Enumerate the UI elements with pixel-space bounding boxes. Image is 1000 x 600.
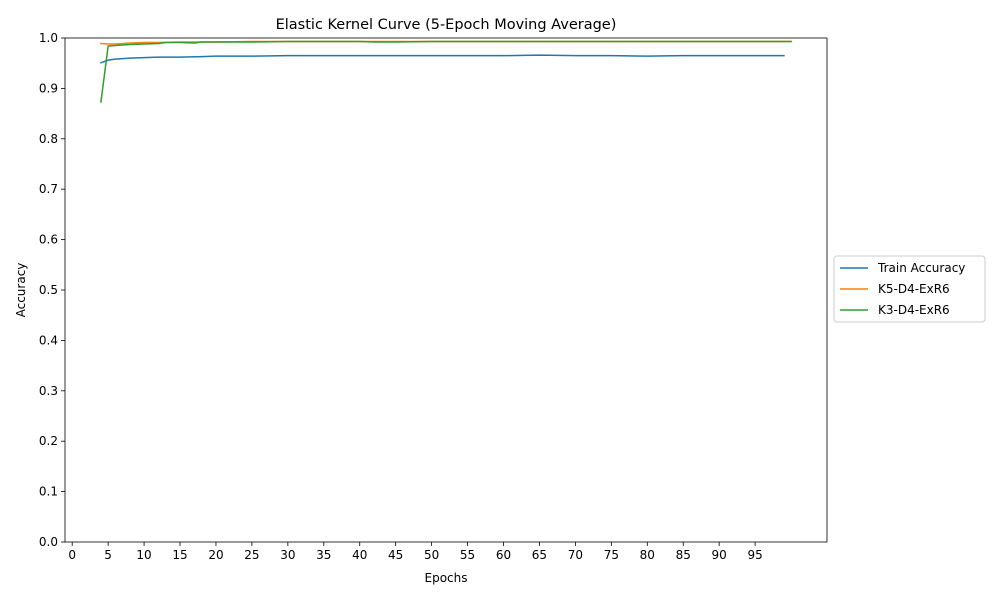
x-tick-label: 80 [640,548,655,562]
x-tick-label: 50 [424,548,439,562]
x-tick-label: 5 [104,548,112,562]
legend-label-3: K3-D4-ExR6 [878,303,950,317]
series-line-1 [99,54,785,64]
y-tick-label: 0.0 [39,535,58,549]
y-tick-label: 0.5 [39,283,58,297]
legend-label-1: Train Accuracy [877,261,965,275]
y-tick-label: 0.9 [39,81,58,95]
x-axis-label: Epochs [425,571,468,585]
y-tick-label: 0.7 [39,182,58,196]
y-tick-label: 0.1 [39,485,58,499]
y-tick-label: 0.2 [39,434,58,448]
x-tick-label: 45 [388,548,403,562]
legend-box [833,255,986,323]
y-tick-label: 0.4 [39,333,58,347]
y-axis: 0.0 0.1 0.2 0.3 0.4 0.5 0.6 0.7 0.8 0.9 1.0 [39,31,65,549]
plot-frame [64,37,828,543]
x-tick-label: 85 [676,548,691,562]
y-tick-label: 0.6 [39,233,58,247]
x-tick-label: 65 [532,548,547,562]
y-axis-label: Accuracy [14,263,28,318]
x-tick-label: 10 [136,548,151,562]
x-tick-label: 20 [208,548,223,562]
y-tick-label: 0.3 [39,384,58,398]
plot-area [64,37,828,543]
x-tick-label: 35 [316,548,331,562]
x-tick-label: 30 [280,548,295,562]
chart-title: Elastic Kernel Curve (5-Epoch Moving Ave… [276,17,617,33]
x-tick-label: 40 [352,548,367,562]
y-tick-label: 1.0 [39,31,58,45]
x-axis: 0 5 10 15 20 25 30 35 40 45 50 55 60 65 70 75 80 85 90 95 [68,542,763,562]
x-tick-label: 55 [460,548,475,562]
x-tick-label: 95 [747,548,762,562]
x-tick-label: 0 [68,548,76,562]
y-tick-label: 0.8 [39,132,58,146]
x-tick-label: 25 [244,548,259,562]
x-tick-label: 60 [496,548,511,562]
x-tick-label: 15 [172,548,187,562]
x-tick-label: 75 [604,548,619,562]
legend: Train Accuracy K5-D4-ExR6 K3-D4-ExR6 [833,255,986,323]
x-tick-label: 90 [712,548,727,562]
legend-label-2: K5-D4-ExR6 [878,282,950,296]
series-line-3 [100,40,792,103]
x-tick-label: 70 [568,548,583,562]
